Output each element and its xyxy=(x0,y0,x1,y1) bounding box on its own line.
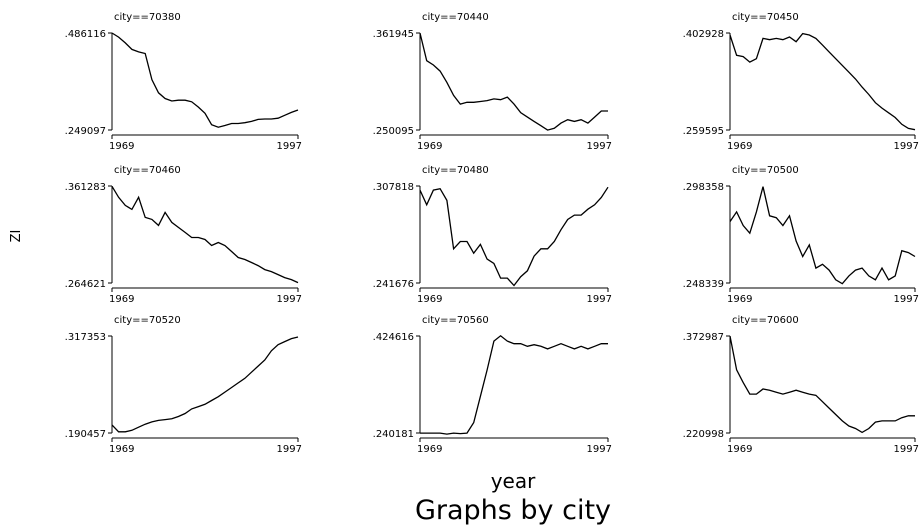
x-tick-label: 1997 xyxy=(277,141,302,152)
panel-title: city==70560 xyxy=(422,315,489,326)
y-tick-label: .190457 xyxy=(65,429,106,440)
series-line xyxy=(111,185,299,284)
panel-title: city==70500 xyxy=(732,165,799,176)
y-tick-label: .307818 xyxy=(373,182,414,193)
x-tick-label: 1969 xyxy=(109,141,134,152)
y-tick-label: .361945 xyxy=(373,29,414,40)
y-tick-label: .259595 xyxy=(683,126,724,137)
x-tick-label: 1969 xyxy=(417,294,442,305)
y-tick-label: .264621 xyxy=(65,279,106,290)
panel-title: city==70450 xyxy=(732,12,799,23)
graph-caption: Graphs by city xyxy=(415,495,611,526)
y-tick-label: .486116 xyxy=(65,29,106,40)
y-tick-label: .424616 xyxy=(373,332,414,343)
x-tick-label: 1997 xyxy=(894,444,919,455)
y-tick-label: .317353 xyxy=(65,332,106,343)
series-line xyxy=(729,186,916,285)
x-tick-label: 1969 xyxy=(727,141,752,152)
panel-title: city==70480 xyxy=(422,165,489,176)
x-tick-label: 1969 xyxy=(727,444,752,455)
x-tick-label: 1997 xyxy=(587,444,612,455)
panel-title: city==70600 xyxy=(732,315,799,326)
x-tick-label: 1997 xyxy=(894,294,919,305)
y-tick-label: .241676 xyxy=(373,279,414,290)
y-tick-label: .240181 xyxy=(373,429,414,440)
x-axis-label: year xyxy=(491,469,536,493)
series-line xyxy=(111,336,299,433)
panel-title: city==70520 xyxy=(114,315,181,326)
series-line xyxy=(419,186,609,287)
x-tick-label: 1997 xyxy=(277,444,302,455)
y-tick-label: .220998 xyxy=(683,429,724,440)
y-tick-label: .250095 xyxy=(373,126,414,137)
y-tick-label: .402928 xyxy=(683,29,724,40)
y-tick-label: .249097 xyxy=(65,126,106,137)
y-tick-label: .298358 xyxy=(683,182,724,193)
x-tick-label: 1969 xyxy=(727,294,752,305)
series-line xyxy=(419,32,608,131)
series-line xyxy=(729,335,915,434)
y-tick-label: .361283 xyxy=(65,182,106,193)
x-tick-label: 1997 xyxy=(587,141,612,152)
panel-title: city==70440 xyxy=(422,12,489,23)
x-tick-label: 1969 xyxy=(109,294,134,305)
x-tick-label: 1997 xyxy=(277,294,302,305)
y-tick-label: .372987 xyxy=(683,332,724,343)
series-line xyxy=(111,32,299,128)
x-tick-label: 1969 xyxy=(417,141,442,152)
panel-title: city==70460 xyxy=(114,165,181,176)
panel-title: city==70380 xyxy=(114,12,181,23)
series-line xyxy=(729,32,916,131)
x-tick-label: 1969 xyxy=(417,444,442,455)
y-tick-label: .248339 xyxy=(683,279,724,290)
x-tick-label: 1997 xyxy=(894,141,919,152)
series-line xyxy=(420,334,608,435)
x-tick-label: 1997 xyxy=(587,294,612,305)
x-tick-label: 1969 xyxy=(109,444,134,455)
y-axis-label: ZI xyxy=(9,230,24,243)
